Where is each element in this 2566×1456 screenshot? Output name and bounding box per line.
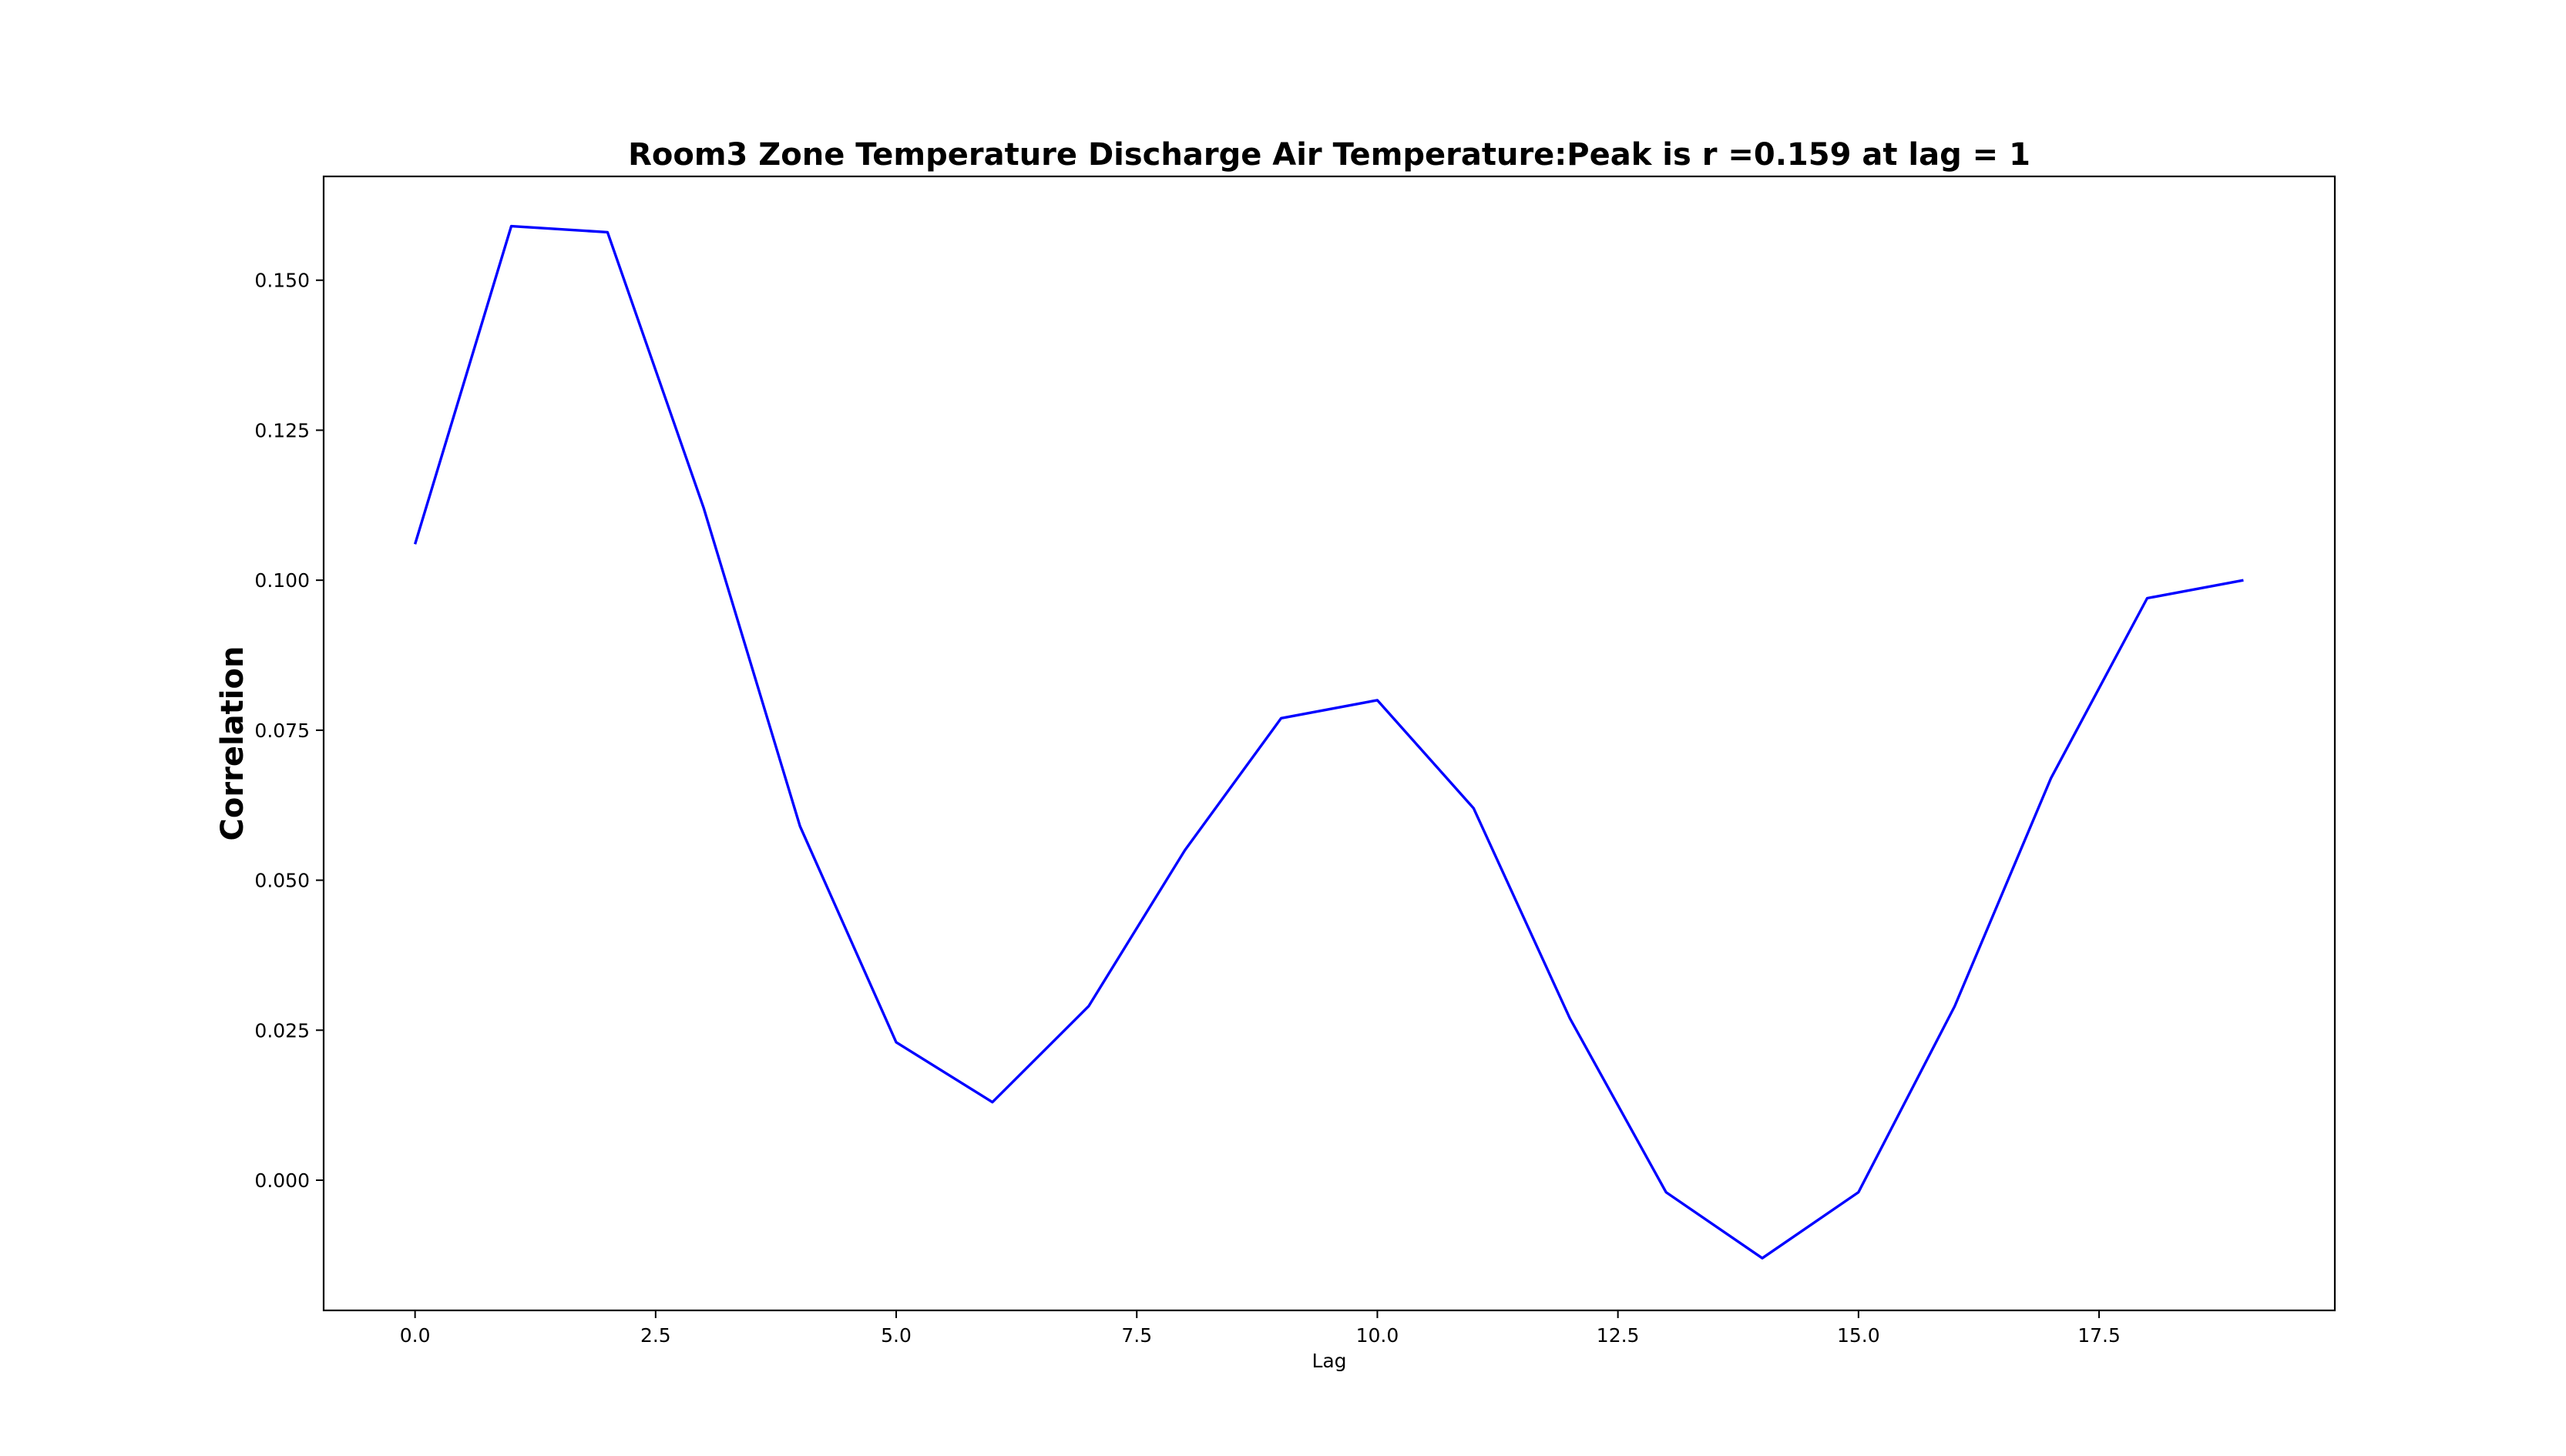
y-tick-label: 0.075 [254,720,310,742]
y-tick-label: 0.125 [254,419,310,441]
x-tick-label: 17.5 [2077,1324,2121,1347]
x-tick-label: 12.5 [1597,1324,1640,1347]
x-tick-label: 5.0 [881,1324,912,1347]
x-axis-label: Lag [1312,1350,1346,1372]
x-tick-label: 2.5 [640,1324,671,1347]
y-tick-label: 0.100 [254,569,310,592]
y-tick-label: 0.000 [254,1169,310,1192]
x-tick-label: 7.5 [1121,1324,1152,1347]
x-tick-label: 0.0 [400,1324,431,1347]
series-line [413,224,2244,1260]
y-tick-label: 0.025 [254,1019,310,1042]
x-tick-label: 15.0 [1837,1324,1880,1347]
plot-area-frame [322,175,2336,1312]
y-axis-ticks: 0.000 0.025 0.050 0.075 0.100 0.125 0.150 [254,270,324,1192]
y-axis-label: Correlation [215,646,250,841]
x-tick-label: 10.0 [1356,1324,1399,1347]
x-axis-ticks: 0.0 2.5 5.0 7.5 10.0 12.5 15.0 17.5 [400,1310,2121,1347]
y-tick-label: 0.050 [254,870,310,892]
y-tick-label: 0.150 [254,270,310,292]
chart-title: Room3 Zone Temperature Discharge Air Tem… [628,137,2030,173]
